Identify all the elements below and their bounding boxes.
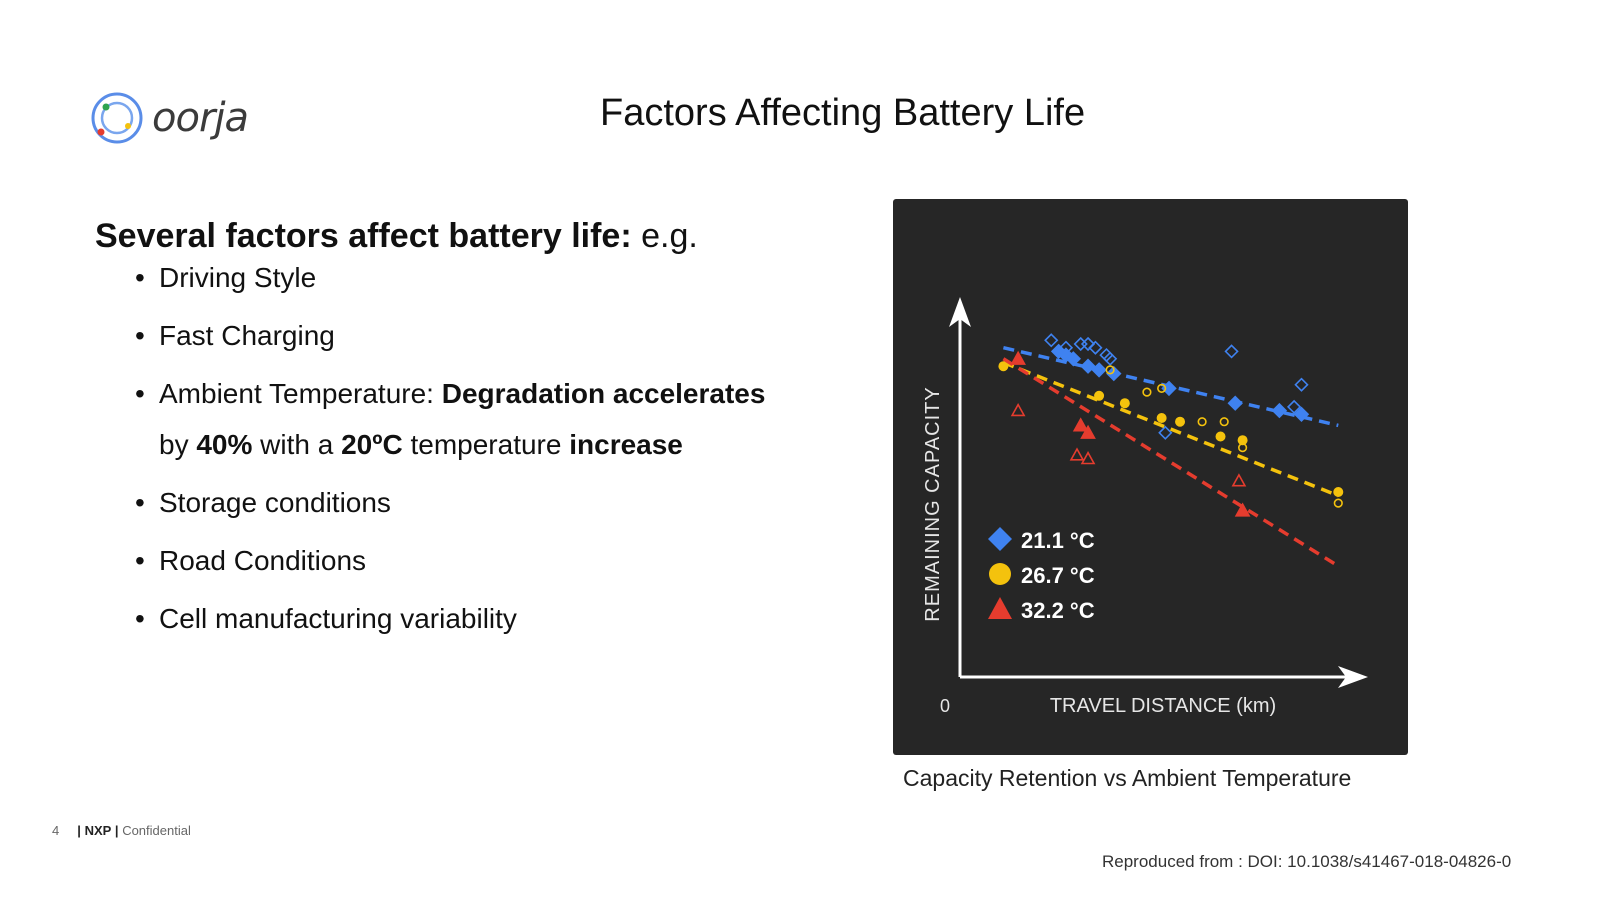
factor-item-fast-charging: Fast Charging bbox=[135, 320, 795, 351]
factor-item-road: Road Conditions bbox=[135, 545, 795, 576]
capacity-chart: TRAVEL DISTANCE (km) 0 REMAINING CAPACITY 2… bbox=[893, 199, 1408, 755]
data-point-circle bbox=[1119, 398, 1130, 409]
data-point-triangle bbox=[1234, 502, 1251, 517]
x-origin-label: 0 bbox=[940, 696, 950, 716]
data-point-hollow-triangle bbox=[1010, 402, 1026, 417]
ambient-text-4: temperature bbox=[402, 429, 570, 460]
ambient-bold-4: increase bbox=[569, 429, 683, 460]
data-point-diamond bbox=[1293, 406, 1310, 423]
data-point-hollow-triangle bbox=[1231, 473, 1247, 487]
ambient-text-3: with a bbox=[252, 429, 342, 460]
intro-bold: Several factors affect battery life: bbox=[95, 217, 632, 255]
data-point-hollow-circle bbox=[1157, 383, 1167, 393]
factor-item-storage: Storage conditions bbox=[135, 487, 795, 518]
data-point-hollow-diamond bbox=[1224, 344, 1239, 359]
footer-meta: 4 | NXP | Confidential bbox=[52, 823, 191, 838]
data-point-circle bbox=[1175, 416, 1186, 427]
data-point-hollow-circle bbox=[1333, 498, 1343, 508]
data-point-diamond bbox=[1080, 358, 1096, 374]
data-point-hollow-diamond bbox=[1099, 347, 1114, 363]
x-axis-label: TRAVEL DISTANCE (km) bbox=[1050, 695, 1276, 717]
data-point-hollow-diamond bbox=[1294, 377, 1309, 392]
factor-item-driving: Driving Style bbox=[135, 262, 795, 293]
legend-label: 21.1 °C bbox=[1021, 528, 1095, 553]
trend-line-circle bbox=[1002, 360, 1339, 498]
data-point-diamond bbox=[1091, 362, 1107, 378]
data-point-triangle bbox=[1010, 350, 1026, 365]
factor-item-cell: Cell manufacturing variability bbox=[135, 603, 795, 634]
oorja-logo-icon bbox=[91, 92, 143, 144]
y-axis-label: REMAINING CAPACITY bbox=[922, 386, 944, 621]
x-axis-arrow bbox=[1338, 666, 1368, 688]
data-point-hollow-diamond bbox=[1102, 351, 1118, 366]
data-point-hollow-triangle bbox=[1069, 447, 1085, 461]
data-point-diamond bbox=[1227, 395, 1243, 411]
ambient-bold-3: 20ºC bbox=[341, 429, 403, 460]
data-point-triangle bbox=[1080, 424, 1096, 439]
intro-heading: Several factors affect battery life: e.g… bbox=[95, 217, 698, 256]
factor-list: Driving Style Fast Charging Ambient Temp… bbox=[135, 262, 795, 661]
factor-item-ambient: Ambient Temperature: Degradation acceler… bbox=[135, 368, 795, 470]
data-point-hollow-triangle bbox=[1080, 451, 1096, 465]
data-point-circle bbox=[1156, 413, 1167, 423]
source-citation: Reproduced from : DOI: 10.1038/s41467-01… bbox=[1102, 852, 1512, 871]
data-point-hollow-diamond bbox=[1286, 399, 1302, 415]
trend-line-triangle bbox=[1002, 357, 1340, 568]
data-point-circle bbox=[1333, 487, 1344, 497]
data-point-hollow-circle bbox=[1142, 387, 1152, 397]
y-axis-arrow bbox=[949, 297, 971, 327]
data-point-circle bbox=[1237, 435, 1248, 446]
data-point-hollow-diamond bbox=[1044, 333, 1059, 348]
data-point-hollow-diamond bbox=[1073, 336, 1088, 352]
ambient-text-2: by bbox=[159, 429, 197, 460]
data-point-hollow-circle bbox=[1219, 417, 1229, 427]
legend-marker-triangle bbox=[988, 597, 1012, 619]
brand-name: oorja bbox=[152, 95, 249, 141]
legend-label: 32.2 °C bbox=[1021, 598, 1095, 623]
legend-marker-circle bbox=[989, 563, 1011, 585]
data-point-hollow-circle bbox=[1197, 417, 1207, 427]
ambient-bold-1: Degradation accelerates bbox=[441, 378, 766, 409]
company-name: NXP bbox=[84, 823, 112, 838]
chart-svg: TRAVEL DISTANCE (km) 0 REMAINING CAPACITY 2… bbox=[922, 297, 1368, 717]
data-point-hollow-diamond bbox=[1158, 425, 1173, 440]
classification: Confidential bbox=[122, 823, 191, 838]
chart-caption: Capacity Retention vs Ambient Temperatur… bbox=[903, 765, 1352, 791]
legend-label: 26.7 °C bbox=[1021, 563, 1095, 588]
page-number: 4 bbox=[52, 823, 60, 838]
data-point-hollow-diamond bbox=[1080, 336, 1096, 352]
data-point-hollow-circle bbox=[1105, 365, 1115, 375]
slide-title: Factors Affecting Battery Life bbox=[600, 92, 1086, 134]
ambient-text-1: Ambient Temperature: bbox=[159, 378, 442, 409]
data-point-circle bbox=[1215, 431, 1226, 442]
data-point-diamond bbox=[1065, 351, 1082, 367]
data-point-circle bbox=[1094, 390, 1105, 401]
legend-marker-diamond bbox=[988, 527, 1012, 551]
data-point-triangle bbox=[1072, 417, 1089, 432]
ambient-bold-2: 40% bbox=[196, 429, 253, 460]
oorja-logo: oorja bbox=[90, 88, 249, 148]
data-point-diamond bbox=[1271, 402, 1288, 419]
data-point-diamond bbox=[1106, 365, 1122, 382]
data-point-hollow-diamond bbox=[1088, 340, 1103, 355]
data-point-circle bbox=[998, 361, 1009, 372]
intro-rest: e.g. bbox=[631, 217, 698, 255]
